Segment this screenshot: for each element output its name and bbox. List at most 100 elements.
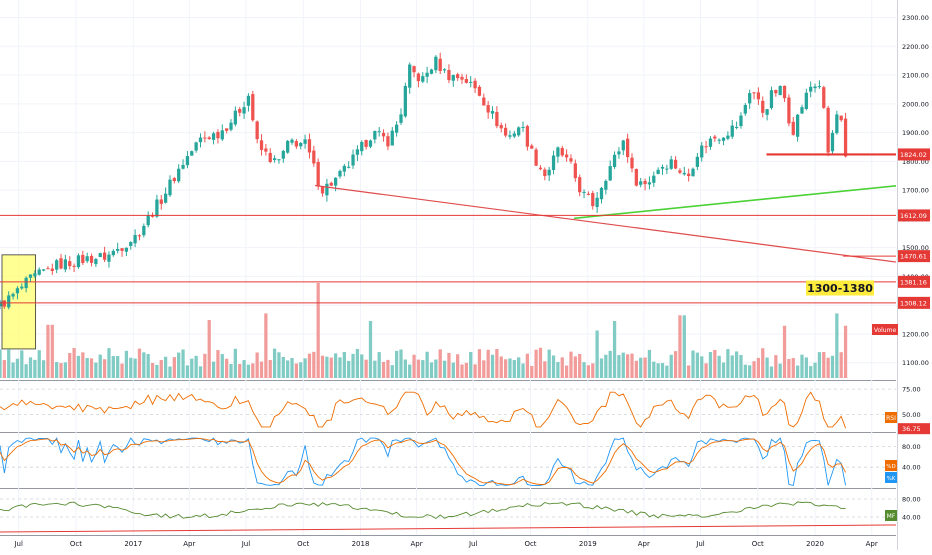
- volume-bar: [72, 348, 76, 378]
- volume-bar: [787, 359, 791, 378]
- volume-bar: [107, 348, 111, 378]
- volume-bar: [765, 357, 769, 378]
- resistance-trendline-red[interactable]: [314, 184, 897, 263]
- candle-body: [460, 76, 464, 80]
- volume-bar: [673, 351, 678, 378]
- candle-body: [534, 149, 538, 166]
- time-tick-label: 2017: [124, 540, 142, 548]
- volume-bar: [111, 356, 115, 378]
- volume-bar: [129, 357, 133, 378]
- volume-bar: [756, 357, 761, 378]
- stoch-k-line: [0, 437, 847, 486]
- candle-body: [329, 182, 333, 186]
- volume-bar: [547, 349, 551, 378]
- price-level-tag-label: 1824.02: [900, 151, 927, 159]
- volume-bar: [307, 353, 312, 378]
- candle-body: [63, 259, 68, 270]
- volume-bar: [211, 361, 216, 378]
- volume-bar: [591, 363, 595, 378]
- volume-bar: [168, 366, 172, 378]
- candle-body: [325, 183, 329, 196]
- volume-bar: [172, 357, 176, 378]
- candle-body: [15, 288, 20, 294]
- time-tick-label: 2019: [579, 540, 597, 548]
- volume-bar: [573, 356, 577, 378]
- candle-body: [730, 125, 734, 137]
- candle-body: [286, 140, 290, 153]
- stoch-tick-label: 40.00: [902, 464, 921, 472]
- candle-body: [421, 76, 425, 82]
- candle-body: [211, 133, 216, 140]
- volume-bar: [691, 350, 695, 378]
- volume-bar: [246, 364, 251, 378]
- volume-bar: [612, 321, 617, 378]
- volume-bar: [159, 359, 163, 378]
- volume-bar: [508, 358, 512, 378]
- volume-bar: [447, 352, 451, 378]
- candle-body: [85, 256, 89, 262]
- candle-body: [708, 138, 713, 147]
- candle-body: [89, 255, 94, 263]
- candle-body: [368, 140, 373, 147]
- volume-bar: [499, 356, 503, 378]
- volume-bar: [347, 360, 351, 378]
- volume-bar: [124, 350, 129, 378]
- volume-bar: [813, 362, 817, 378]
- volume-bar: [146, 354, 150, 378]
- volume-bar: [556, 362, 560, 378]
- volume-bar: [604, 354, 608, 378]
- candle-body: [477, 86, 482, 96]
- candle-body: [473, 80, 477, 89]
- candle-body: [37, 269, 41, 275]
- candle-body: [338, 170, 342, 177]
- candle-body: [469, 81, 473, 83]
- candle-body: [839, 115, 843, 121]
- candle-body: [403, 85, 407, 117]
- candle-body: [499, 125, 503, 129]
- candle-body: [647, 182, 652, 185]
- candle-body: [416, 73, 421, 82]
- volume-bar: [617, 355, 621, 378]
- volume-bar: [595, 330, 599, 378]
- volume-bar: [438, 349, 442, 378]
- candle-body: [700, 145, 704, 158]
- candle-body: [76, 255, 81, 268]
- volume-bar: [386, 359, 390, 378]
- stoch-k-tag: [885, 472, 897, 483]
- candle-body: [669, 159, 673, 169]
- volume-bar: [669, 354, 673, 378]
- volume-bar: [2, 360, 6, 378]
- volume-bar: [721, 362, 726, 378]
- time-tick-label: 2020: [806, 540, 824, 548]
- volume-bar: [647, 349, 652, 378]
- volume-bar: [373, 360, 377, 378]
- highlight-box: [1, 254, 37, 350]
- candle-body: [564, 154, 569, 158]
- candle-body: [137, 235, 142, 237]
- volume-bar: [639, 357, 643, 378]
- candle-body: [752, 92, 756, 94]
- candle-body: [264, 148, 268, 152]
- candle-body: [320, 186, 325, 194]
- mfi-line: [0, 501, 846, 520]
- candle-body: [203, 137, 207, 139]
- volume-bar: [434, 359, 438, 378]
- volume-bar: [24, 364, 28, 378]
- volume-bar: [198, 366, 203, 378]
- candle-body: [46, 268, 50, 270]
- candle-body: [307, 139, 312, 153]
- candle-body: [268, 152, 272, 163]
- candle-body: [390, 130, 394, 146]
- volume-bar: [0, 349, 2, 378]
- candle-body: [835, 114, 839, 134]
- price-tick-label: 2100.00: [902, 72, 929, 80]
- volume-bar: [538, 347, 543, 378]
- volume-bar: [708, 352, 713, 378]
- volume-bar: [381, 361, 386, 378]
- volume-bar: [460, 364, 464, 378]
- candle-body: [107, 254, 111, 262]
- volume-bar: [416, 359, 421, 378]
- time-tick-label: Apr: [183, 540, 195, 548]
- support-trendline-green[interactable]: [574, 185, 897, 220]
